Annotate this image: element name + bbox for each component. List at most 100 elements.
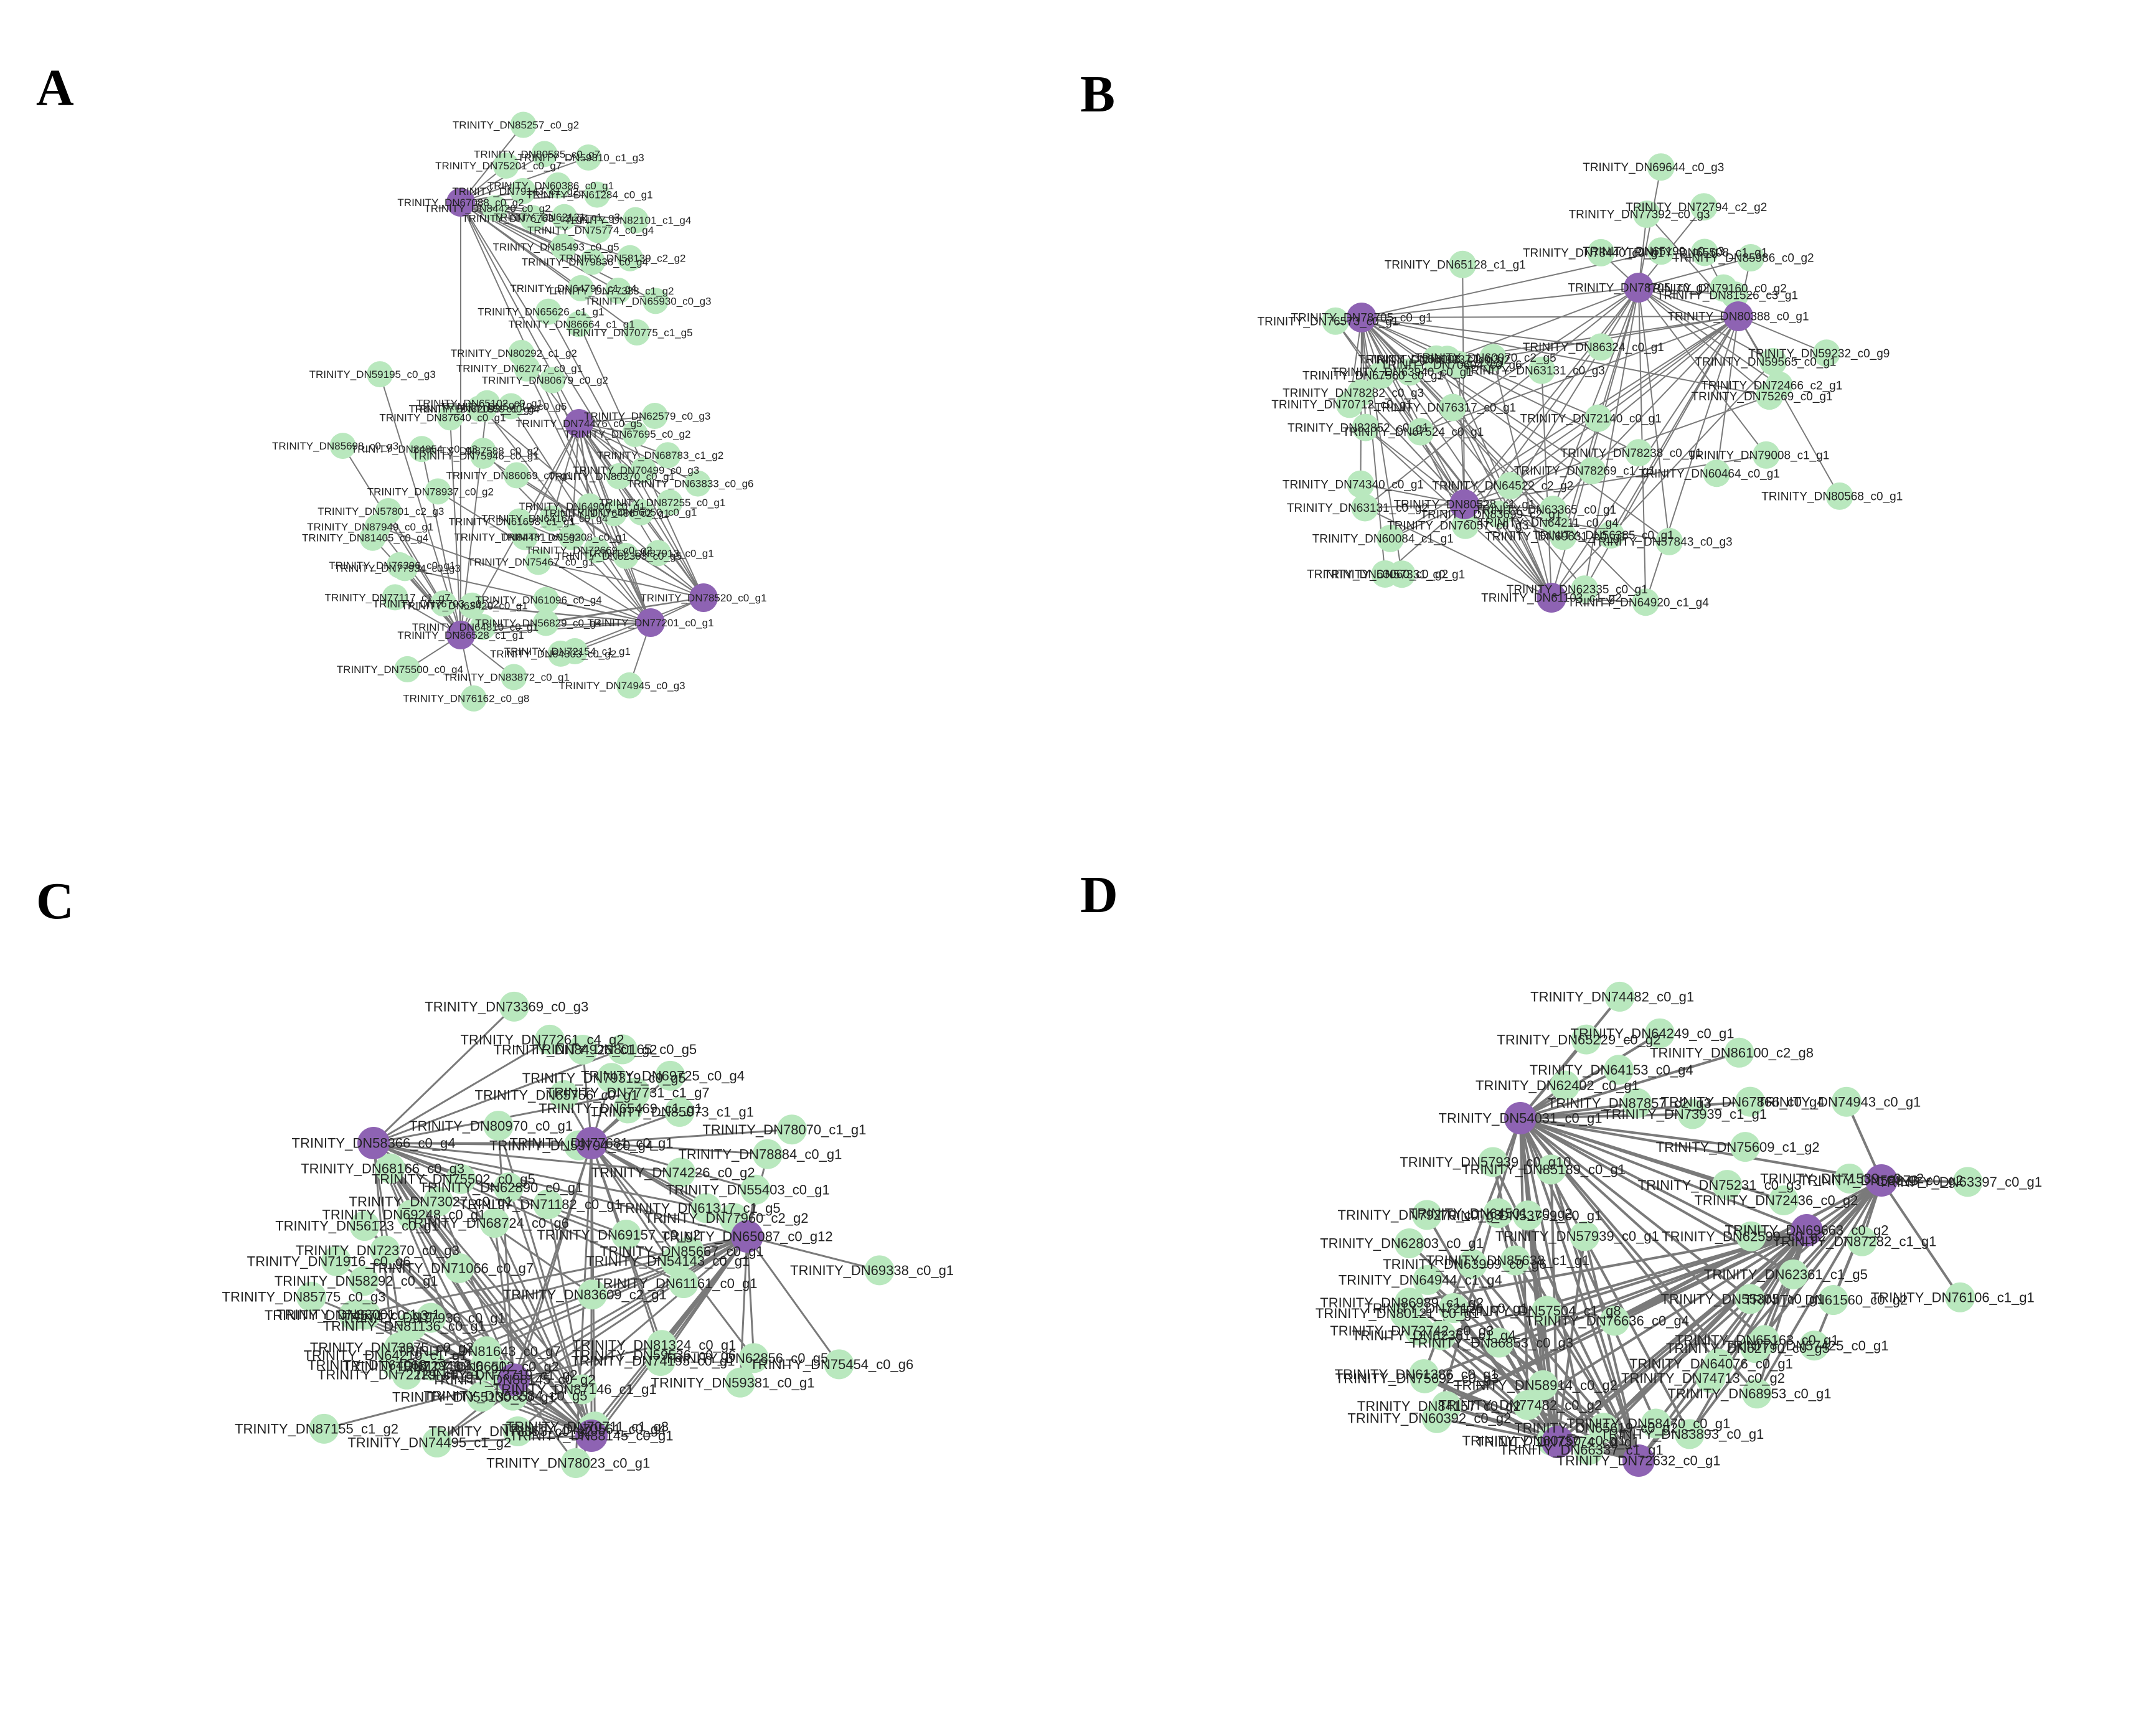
leaf-node (444, 1253, 474, 1283)
edge (1361, 250, 1662, 318)
edge (578, 423, 598, 550)
leaf-node (1396, 358, 1424, 386)
edge (372, 1142, 596, 1428)
leaf-node (446, 1164, 476, 1194)
leaf-node (1451, 511, 1479, 539)
panel-a-letter: A (36, 59, 74, 117)
leaf-label: TRINITY_DN65128_c1_g1 (1385, 258, 1526, 271)
edge (1520, 1051, 1740, 1119)
edge (1498, 316, 1739, 515)
leaf-label: TRINITY_DN84926_c1_g2 (494, 1042, 657, 1058)
hub-edge (460, 202, 704, 598)
leaf-label: TRINITY_DN86989_c1_g2 (1320, 1295, 1484, 1311)
edge (1527, 1229, 1808, 1406)
edge (373, 1142, 681, 1174)
leaf-node (370, 1235, 400, 1266)
leaf-label: TRINITY_DN63397_c0_g1 (1878, 1174, 2042, 1190)
leaf-label: TRINITY_DN57801_c2_g3 (318, 506, 444, 517)
leaf-label: TRINITY_DN62790_c0_g5 (1666, 1340, 1830, 1356)
leaf-node (1347, 379, 1375, 407)
leaf-node (1322, 307, 1350, 335)
leaf-label: TRINITY_DN61698_c1_g1 (449, 516, 575, 528)
hub-label: TRINITY_DN78705_c0_g1 (1291, 312, 1432, 325)
edge (1462, 264, 1465, 505)
leaf-label: TRINITY_DN61161_c0_g1 (595, 1276, 757, 1291)
hub-node (1723, 301, 1753, 331)
leaf-label: TRINITY_DN62361_c1_g4 (1352, 1327, 1516, 1343)
leaf-node (1571, 575, 1599, 603)
edge (1552, 287, 1639, 510)
leaf-node (664, 1096, 695, 1127)
leaf-label: TRINITY_DN68724_c0_g6 (405, 1215, 569, 1231)
leaf-label: TRINITY_DN65163_c0_g1 (1675, 1332, 1839, 1348)
leaf-node (1351, 494, 1379, 522)
leaf-label: TRINITY_DN66337_c1_g1 (1500, 1443, 1664, 1458)
leaf-label: TRINITY_DN77117_c1_g7 (325, 591, 451, 603)
leaf-label: TRINITY_DN75269_c0_g1 (1692, 390, 1833, 403)
panel-d: D TRINITY_DN62402_c0_g1 TRINITY_DN65229_c… (1078, 857, 2156, 1714)
leaf-node (1479, 344, 1507, 372)
leaf-node (497, 393, 524, 420)
edge (513, 1344, 662, 1381)
leaf-node (1604, 1055, 1634, 1085)
leaf-label: TRINITY_DN62890_c0_g1 (419, 1180, 583, 1195)
leaf-node (584, 181, 611, 208)
leaf-label: TRINITY_DN81136_c0_g1 (323, 1319, 486, 1334)
leaf-node (1825, 482, 1853, 510)
edge (1645, 316, 1739, 603)
hub-node (1542, 1426, 1574, 1458)
leaf-node (534, 1024, 565, 1055)
leaf-node (1674, 1419, 1705, 1449)
leaf-label: TRINITY_DN60392_c0_g2 (1347, 1410, 1511, 1426)
leaf-label: TRINITY_DN70561_c0_g4 (502, 1421, 666, 1437)
edge (1464, 287, 1639, 526)
leaf-node (1644, 1018, 1675, 1048)
leaf-label: TRINITY_DN63131_c0_g2 (1287, 502, 1428, 515)
leaf-label: TRINITY_DN79143_c1_g2 (452, 186, 578, 197)
leaf-label: TRINITY_DN68953_c0_g1 (1668, 1386, 1832, 1401)
leaf-node (421, 1427, 452, 1457)
leaf-node (616, 672, 643, 699)
leaf-label: TRINITY_DN61317_c1_g5 (617, 1200, 781, 1216)
leaf-node (1625, 439, 1653, 467)
edge (1365, 504, 1465, 509)
hub-label: TRINITY_DN58873_c0_g2 (1800, 1173, 1964, 1189)
hub-label: TRINITY_DN80388_c0_g1 (1667, 311, 1809, 324)
leaf-label: TRINITY_DN74571_c0_g3 (265, 1307, 428, 1323)
leaf-node (1449, 250, 1477, 278)
hub-edge (1361, 316, 1739, 318)
edge (450, 417, 461, 636)
leaf-node (519, 205, 546, 232)
leaf-label: TRINITY_DN74195_c0_g1 (572, 1354, 735, 1369)
leaf-node (1736, 1221, 1766, 1251)
edge (373, 1038, 550, 1144)
leaf-label: TRINITY_DN64068_c1_g2 (308, 1357, 471, 1373)
leaf-label: TRINITY_DN58139_c2_g2 (559, 253, 685, 265)
leaf-label: TRINITY_DN55305_c0_g1 (1661, 1291, 1825, 1307)
hub-label: TRINITY_DN88145_c0_g1 (510, 1428, 674, 1444)
leaf-node (1647, 153, 1675, 181)
leaf-node (1812, 339, 1840, 367)
leaf-label: TRINITY_DN64900_c0_g1 (519, 501, 645, 512)
leaf-label: TRINITY_DN73027_c0_g1 (349, 1194, 513, 1209)
leaf-node (674, 1236, 705, 1266)
hub-node (575, 1420, 608, 1452)
leaf-node (577, 1279, 608, 1310)
leaf-label: TRINITY_DN63940_c0_g1 (1332, 366, 1473, 379)
leaf-label: TRINITY_DN75201_c0_g7 (435, 160, 562, 172)
edge (519, 520, 704, 598)
leaf-node (1759, 347, 1787, 375)
edge (1519, 1032, 1661, 1119)
leaf-node (1818, 1285, 1848, 1316)
leaf-label: TRINITY_DN78070_c1_g1 (702, 1122, 866, 1137)
leaf-label: TRINITY_DN75467_c0_g1 (468, 556, 594, 568)
leaf-label: TRINITY_DN77936_c0_g1 (342, 1310, 506, 1326)
leaf-node (349, 1211, 380, 1241)
leaf-label: TRINITY_DN72742_c0_g3 (1330, 1323, 1494, 1339)
leaf-node (1695, 1363, 1726, 1393)
leaf-label: TRINITY_DN86664_c1_g1 (509, 318, 635, 330)
edge (1520, 1117, 1752, 1238)
leaf-node (1457, 1249, 1487, 1279)
leaf-node (1484, 500, 1512, 528)
leaf-node (437, 404, 464, 431)
